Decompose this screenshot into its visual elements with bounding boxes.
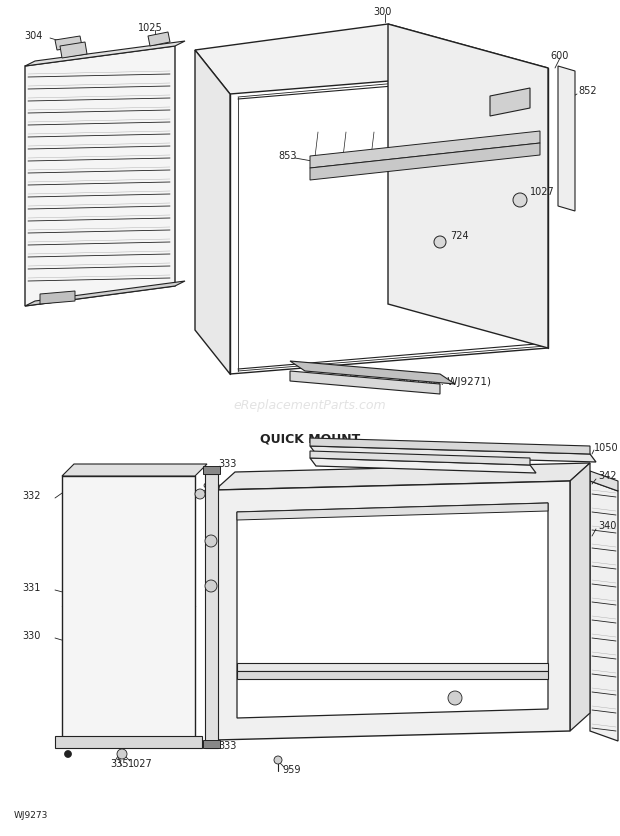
Polygon shape bbox=[388, 24, 548, 348]
Text: 342: 342 bbox=[598, 471, 616, 481]
Circle shape bbox=[274, 756, 282, 764]
Text: 330: 330 bbox=[22, 631, 40, 641]
Polygon shape bbox=[148, 32, 170, 46]
Text: 333: 333 bbox=[218, 741, 236, 751]
Polygon shape bbox=[195, 50, 230, 374]
Text: 300: 300 bbox=[373, 7, 391, 17]
Text: 350: 350 bbox=[460, 453, 479, 463]
Polygon shape bbox=[55, 736, 202, 748]
Text: 853: 853 bbox=[278, 151, 296, 161]
Polygon shape bbox=[290, 371, 440, 394]
Circle shape bbox=[64, 751, 71, 757]
Text: 331: 331 bbox=[22, 583, 40, 593]
Text: 909: 909 bbox=[202, 483, 220, 493]
Text: 332: 332 bbox=[22, 491, 40, 501]
Polygon shape bbox=[310, 143, 540, 180]
Text: 304: 304 bbox=[24, 31, 42, 41]
Text: 851: 851 bbox=[341, 369, 359, 379]
Text: 959: 959 bbox=[282, 765, 301, 775]
Text: 1026: 1026 bbox=[460, 703, 485, 713]
Circle shape bbox=[448, 691, 462, 705]
Polygon shape bbox=[25, 41, 185, 66]
Text: 340: 340 bbox=[598, 521, 616, 531]
Polygon shape bbox=[590, 481, 618, 741]
Text: (ART NO. WJ9271): (ART NO. WJ9271) bbox=[398, 377, 491, 387]
Text: WJ9273: WJ9273 bbox=[14, 812, 48, 820]
Circle shape bbox=[205, 535, 217, 547]
Text: 600: 600 bbox=[550, 51, 569, 61]
Text: 852: 852 bbox=[578, 86, 596, 96]
Text: 1025: 1025 bbox=[138, 23, 162, 33]
Polygon shape bbox=[570, 463, 590, 731]
Polygon shape bbox=[237, 503, 548, 520]
Circle shape bbox=[195, 489, 205, 499]
Text: 1050: 1050 bbox=[594, 443, 619, 453]
Polygon shape bbox=[558, 66, 575, 211]
Polygon shape bbox=[310, 451, 530, 465]
Text: 351: 351 bbox=[478, 503, 497, 513]
Text: 1027: 1027 bbox=[530, 187, 555, 197]
Polygon shape bbox=[310, 131, 540, 168]
Text: 1027: 1027 bbox=[128, 759, 153, 769]
Polygon shape bbox=[62, 476, 195, 741]
Polygon shape bbox=[203, 466, 220, 474]
Text: 351: 351 bbox=[340, 656, 358, 666]
Circle shape bbox=[434, 236, 446, 248]
Polygon shape bbox=[203, 740, 220, 748]
Polygon shape bbox=[237, 671, 548, 679]
Polygon shape bbox=[290, 361, 455, 384]
Polygon shape bbox=[40, 291, 75, 304]
Polygon shape bbox=[237, 663, 548, 671]
Polygon shape bbox=[310, 446, 596, 462]
Text: 968: 968 bbox=[218, 536, 236, 546]
Polygon shape bbox=[310, 458, 536, 473]
Polygon shape bbox=[62, 464, 207, 476]
Circle shape bbox=[513, 193, 527, 207]
Polygon shape bbox=[215, 481, 570, 740]
Text: 335: 335 bbox=[110, 759, 128, 769]
Polygon shape bbox=[590, 471, 618, 491]
Text: QUICK MOUNT: QUICK MOUNT bbox=[260, 432, 360, 445]
Polygon shape bbox=[215, 463, 590, 490]
Text: eReplacementParts.com: eReplacementParts.com bbox=[234, 400, 386, 412]
Polygon shape bbox=[60, 42, 87, 58]
Polygon shape bbox=[310, 438, 590, 454]
Polygon shape bbox=[25, 281, 185, 306]
Text: 333: 333 bbox=[218, 459, 236, 469]
Polygon shape bbox=[195, 24, 548, 94]
Circle shape bbox=[117, 749, 127, 759]
Text: 724: 724 bbox=[450, 231, 469, 241]
Polygon shape bbox=[237, 503, 548, 718]
Polygon shape bbox=[25, 46, 175, 306]
Circle shape bbox=[205, 580, 217, 592]
Polygon shape bbox=[490, 88, 530, 116]
Polygon shape bbox=[205, 474, 218, 748]
Polygon shape bbox=[55, 36, 82, 50]
